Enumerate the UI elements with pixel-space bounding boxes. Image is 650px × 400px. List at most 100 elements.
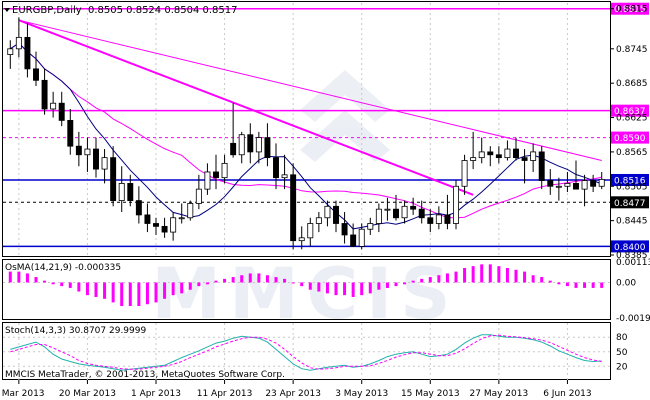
candle-body: [350, 234, 357, 247]
osma-bar: [180, 282, 184, 294]
osma-bar: [565, 282, 569, 287]
osma-bar: [437, 275, 441, 283]
candle-body: [204, 171, 211, 190]
osma-bar: [600, 282, 604, 288]
osma-bar: [248, 273, 252, 283]
osma-bar: [591, 282, 595, 288]
candle-body: [495, 154, 502, 159]
candle-body: [375, 208, 382, 224]
osma-bar: [43, 280, 47, 283]
osma-bar: [205, 282, 209, 285]
osma-bar: [497, 266, 501, 283]
ohlc-values: 0.8505 0.8524 0.8504 0.8517: [88, 5, 238, 16]
candle-body: [427, 217, 434, 224]
osma-tick-label: 0.00: [616, 278, 636, 288]
candle-body: [7, 48, 14, 55]
osma-bar: [257, 273, 261, 283]
osma-bar: [223, 278, 227, 283]
osma-bar: [68, 282, 72, 288]
osma-bar: [300, 282, 304, 287]
x-axis-label: 20 Mar 2013: [59, 389, 116, 399]
level-tag-label: 0.8516: [614, 176, 646, 186]
trendlines[interactable]: [18, 19, 602, 196]
osma-bar: [154, 282, 158, 303]
candle-body: [170, 217, 177, 233]
osma-bar: [454, 271, 458, 283]
osma-bar: [25, 273, 29, 283]
price-tick-label: 0.8565: [616, 148, 648, 158]
candle-body: [230, 142, 237, 156]
candle-body: [367, 223, 374, 230]
osma-bar: [351, 282, 355, 297]
x-axis-label: 8 Mar 2013: [0, 389, 45, 399]
x-axis-label: 6 Jun 2013: [543, 389, 591, 399]
osma-bar: [540, 277, 544, 283]
candle-body: [75, 145, 82, 156]
main-chart-frame: [2, 1, 611, 257]
osma-bar: [291, 282, 295, 284]
candle-body: [324, 205, 331, 219]
x-axis-label: 3 May 2013: [335, 389, 388, 399]
osma-bar: [394, 282, 398, 287]
candlestick-series: [7, 17, 605, 250]
osma-bar: [471, 266, 475, 283]
osma-bar: [480, 264, 484, 283]
candle-body: [41, 79, 48, 110]
candle-body: [187, 203, 194, 219]
candle-body: [401, 205, 408, 219]
osma-bar: [574, 282, 578, 288]
level-tag-label: 0.8590: [614, 134, 646, 144]
candle-body: [410, 205, 417, 210]
osma-tick-label: 0.00113: [616, 258, 650, 268]
candle-body: [538, 151, 545, 181]
candle-body: [264, 137, 271, 159]
candle-body: [521, 157, 528, 161]
candle-body: [478, 151, 485, 159]
trendline: [18, 19, 602, 161]
osma-bar: [420, 278, 424, 283]
candle-body: [573, 183, 579, 190]
price-tick-label: 0.8745: [616, 45, 648, 55]
level-tag: [611, 196, 649, 209]
osma-bar: [214, 280, 218, 283]
copyright-text: MMCIS MetaTrader, © 2001-2013, MetaQuote…: [5, 370, 285, 380]
candle-body: [581, 180, 588, 190]
osma-bar: [188, 282, 192, 290]
osma-bar: [111, 282, 115, 303]
price-axis: 0.8815 0.8745 0.8685 0.8625 0.8565 0.8505 0.84…: [610, 5, 650, 372]
osma-bar: [360, 282, 364, 296]
candle-body: [384, 208, 391, 211]
candle-body: [341, 223, 348, 236]
osma-bar: [308, 282, 312, 290]
stoch-lines: [10, 334, 602, 371]
osma-histogram: [8, 264, 604, 307]
osma-bar: [368, 282, 372, 294]
candle-body: [513, 148, 519, 159]
watermark-text: MMCIS: [151, 253, 458, 335]
candle-body: [358, 228, 365, 247]
osma-bar: [283, 278, 287, 283]
osma-bar: [505, 267, 509, 283]
candle-body: [273, 157, 279, 179]
osma-bar: [445, 273, 449, 283]
candle-body: [50, 102, 57, 110]
osma-bar: [403, 282, 407, 285]
mmcis-watermark: MMCIS: [151, 70, 458, 335]
candle-body: [487, 151, 494, 156]
candle-body: [504, 148, 511, 159]
level-tag: [611, 131, 649, 144]
osma-bar: [463, 267, 467, 283]
osma-bar: [137, 282, 141, 307]
candle-body: [135, 200, 142, 216]
osma-bar: [557, 282, 561, 285]
osma-bar: [531, 275, 535, 283]
osma-bar: [197, 282, 201, 287]
stoch-main-line: [10, 334, 602, 371]
candle-body: [598, 178, 605, 187]
candle-body: [110, 157, 117, 201]
level-tag-label: 0.8815: [614, 5, 646, 15]
x-axis-label: 11 Apr 2013: [197, 389, 253, 399]
candle-body: [418, 208, 425, 219]
candle-body: [547, 180, 554, 187]
